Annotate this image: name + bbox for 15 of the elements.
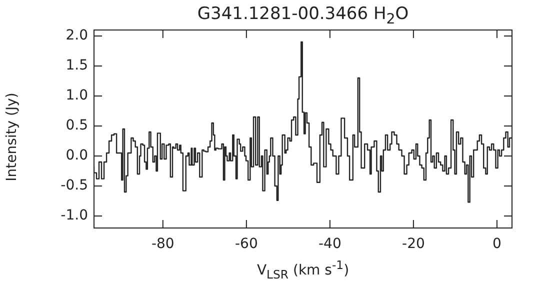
y-tick-label: -1.0 (60, 208, 88, 224)
x-tick-label: -60 (234, 236, 258, 252)
chart-title: G341.1281-00.3466 H$_{2}$O (196, 4, 410, 28)
x-axis-title: V$_{LSR}$ (km s$^{-1}$) (256, 258, 350, 282)
y-tick-label: 2.0 (66, 28, 88, 44)
y-axis-title: Intensity (Jy) (4, 92, 20, 184)
x-tick-label: -40 (318, 236, 342, 252)
y-tick-label: 0.5 (66, 118, 88, 134)
y-tick-label: 1.0 (66, 88, 88, 104)
x-tick-label: -80 (151, 236, 174, 252)
x-tick-label: -20 (402, 236, 425, 252)
y-tick-label: 0.0 (66, 148, 88, 164)
y-tick-label: -0.5 (60, 178, 88, 194)
x-tick-label: 0 (492, 236, 502, 252)
y-tick-label: 1.5 (66, 58, 88, 74)
